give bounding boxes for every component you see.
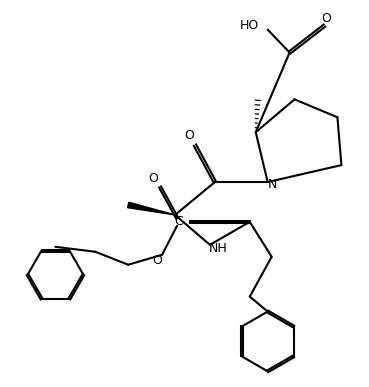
Text: O: O: [148, 171, 158, 185]
Text: HO: HO: [240, 19, 259, 32]
Text: N: N: [268, 178, 277, 190]
Text: NH: NH: [208, 242, 227, 255]
Text: O: O: [321, 12, 331, 25]
Text: O: O: [184, 129, 194, 142]
Text: C: C: [175, 216, 183, 228]
Polygon shape: [128, 202, 175, 215]
Text: O: O: [152, 254, 162, 267]
